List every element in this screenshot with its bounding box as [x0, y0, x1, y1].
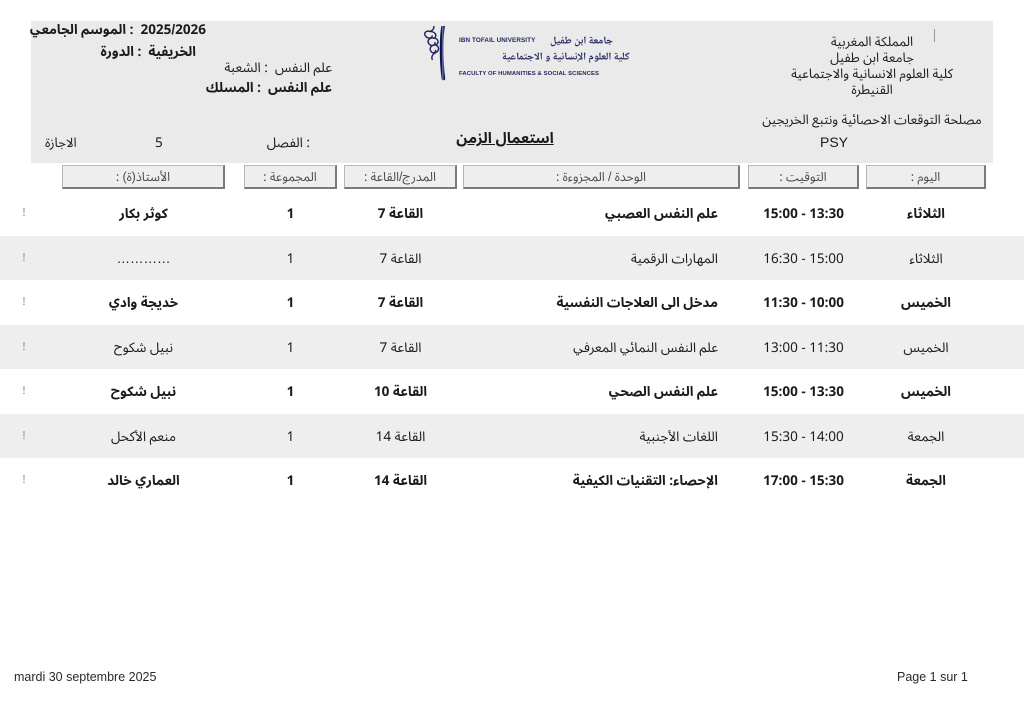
svg-text:FACULTY OF HUMANITIES & SOCIAL: FACULTY OF HUMANITIES & SOCIAL SCIENCES [459, 71, 599, 77]
svg-text:IBN TOFAIL UNIVERSITY: IBN TOFAIL UNIVERSITY [459, 37, 536, 44]
svg-text:كلية العلوم الإنسانية و الاجتم: كلية العلوم الإنسانية و الاجتماعية [502, 49, 630, 67]
